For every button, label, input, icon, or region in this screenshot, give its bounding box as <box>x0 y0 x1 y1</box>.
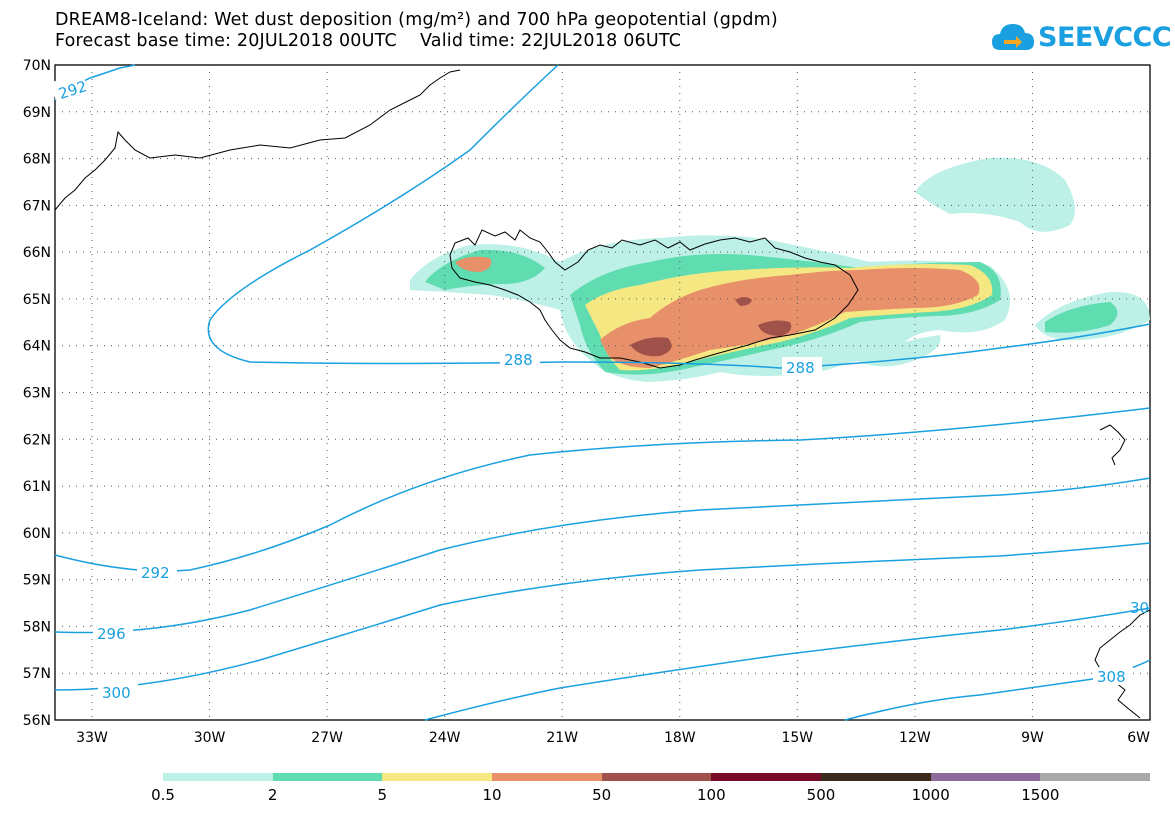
dust-level-10 <box>455 256 492 272</box>
legend-swatch <box>272 773 383 781</box>
dust-level-2 <box>1045 302 1118 333</box>
lat-label: 65N <box>23 292 51 308</box>
contour-label: 288 <box>504 351 533 369</box>
lat-label: 66N <box>23 245 51 261</box>
lon-label: 27W <box>311 730 343 746</box>
lon-label: 18W <box>664 730 696 746</box>
lon-label: 24W <box>429 730 461 746</box>
lat-label: 63N <box>23 386 51 402</box>
contour-labels: 292 288 288 292 296 300 308 30 <box>50 72 1149 702</box>
legend-swatch <box>711 773 822 781</box>
lon-label: 15W <box>781 730 813 746</box>
contour-296 <box>54 477 1151 634</box>
contour-304 <box>424 607 1151 721</box>
latitude-labels: 70N 69N 68N 67N 66N 65N 64N 63N 62N 61N 60N 59N 58N 5… <box>23 58 51 729</box>
lon-label: 12W <box>899 730 931 746</box>
legend-label: 1500 <box>1021 786 1060 804</box>
contour-label: 308 <box>1097 668 1126 686</box>
graticule <box>55 65 1150 720</box>
lat-label: 68N <box>23 152 51 168</box>
logo-text: SEEVCCC <box>1038 22 1172 53</box>
lat-label: 60N <box>23 526 51 542</box>
legend-label: 10 <box>482 786 502 804</box>
dust-level-0-5 <box>915 157 1075 232</box>
legend-swatch <box>1040 773 1151 781</box>
seevccc-logo: SEEVCCC <box>990 18 1172 58</box>
contour-288 <box>207 64 1151 369</box>
lon-label: 9W <box>1021 730 1044 746</box>
dust-level-0-5 <box>855 335 941 367</box>
lon-label: 6W <box>1127 730 1150 746</box>
coastline-iceland <box>449 229 859 369</box>
lat-label: 58N <box>23 619 51 635</box>
lon-label: 30W <box>194 730 226 746</box>
contour-label: 30 <box>1130 599 1149 617</box>
legend-swatch <box>382 773 493 781</box>
legend-swatch <box>930 773 1041 781</box>
legend-label: 100 <box>697 786 726 804</box>
cloud-icon <box>992 24 1034 50</box>
lat-label: 64N <box>23 339 51 355</box>
contour-label: 292 <box>141 564 170 582</box>
legend-label: 2 <box>267 786 278 804</box>
legend-swatch <box>821 773 931 781</box>
lat-label: 62N <box>23 432 51 448</box>
lat-label: 70N <box>23 58 51 74</box>
contour-label: 296 <box>97 625 126 643</box>
legend-colorbar <box>163 773 1151 781</box>
contour-label: 300 <box>102 684 131 702</box>
contour-label: 288 <box>786 359 815 377</box>
lat-label: 56N <box>23 713 51 729</box>
legend-label: 500 <box>806 786 836 804</box>
longitude-labels: 33W 30W 27W 24W 21W 18W 15W 12W 9W 6W <box>76 730 1150 746</box>
contour-292 <box>54 407 1151 572</box>
legend-swatch <box>601 773 712 781</box>
coastlines <box>54 69 1151 719</box>
lat-label: 61N <box>23 479 51 495</box>
lat-label: 59N <box>23 573 51 589</box>
contour-300 <box>54 542 1151 691</box>
coastline-faroe <box>1099 424 1126 466</box>
geopotential-contours <box>54 64 1151 721</box>
legend-swatch <box>163 773 273 781</box>
lat-label: 57N <box>23 666 51 682</box>
lat-label: 69N <box>23 105 51 121</box>
legend-label: 1000 <box>911 786 950 804</box>
dust-level-50 <box>735 297 752 306</box>
dust-level-50 <box>758 320 792 336</box>
dust-level-10 <box>600 268 980 368</box>
map-title: DREAM8-Iceland: Wet dust deposition (mg/… <box>55 10 778 30</box>
legend-label: 50 <box>592 786 612 804</box>
legend-swatch <box>492 773 602 781</box>
coastline-greenland <box>54 69 461 211</box>
map-subtitle: Forecast base time: 20JUL2018 00UTC Vali… <box>55 31 682 51</box>
lon-label: 21W <box>546 730 578 746</box>
lon-label: 33W <box>76 730 108 746</box>
legend-label: 5 <box>377 786 388 804</box>
coastline-scotland <box>1094 609 1151 719</box>
dust-level-50 <box>630 337 672 357</box>
lat-label: 67N <box>23 198 51 214</box>
legend-label: 0.5 <box>151 786 175 804</box>
